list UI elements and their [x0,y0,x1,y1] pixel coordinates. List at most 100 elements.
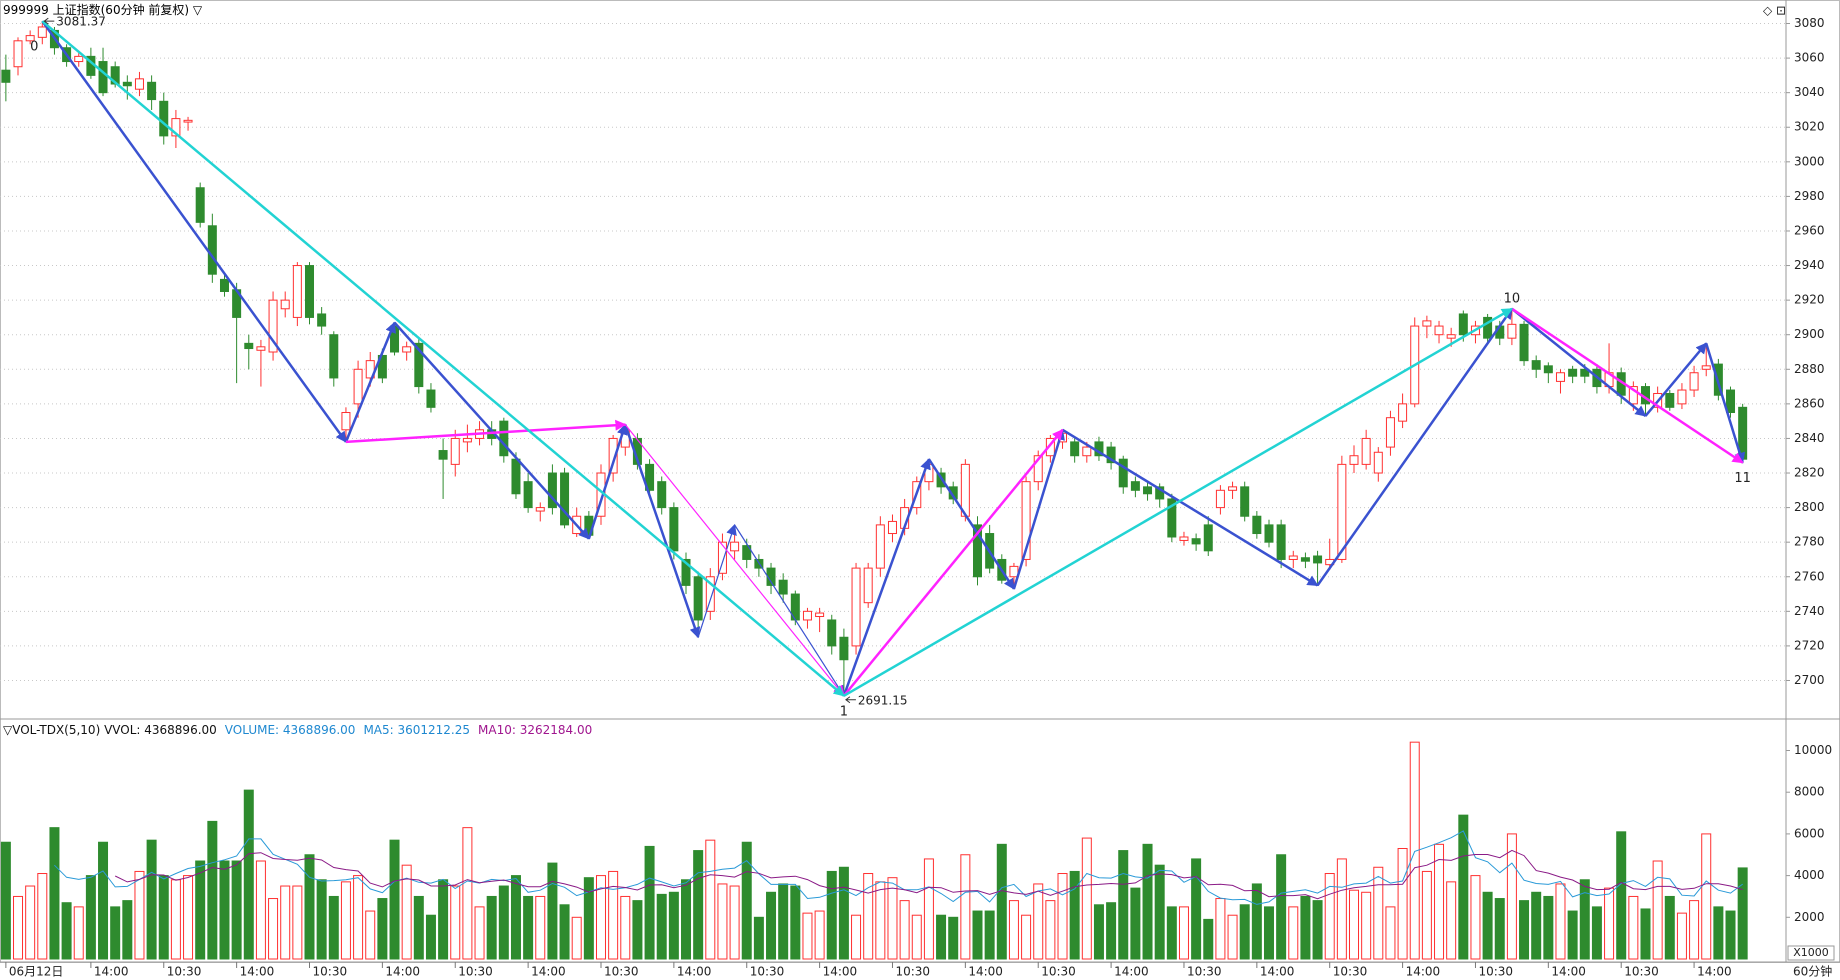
candle-body [341,412,351,431]
pivot-label: 11 [1734,471,1751,486]
volume-bar [693,850,704,960]
volume-bar [1531,891,1542,960]
toolbar-icons[interactable]: ◇ ⊡ [1763,4,1786,18]
volume-bar [316,879,327,960]
candle-body [1555,372,1565,382]
pivot-value: 3081.37 [56,15,106,29]
wave-line [345,419,627,444]
y-tick-label: 2800 [1794,500,1825,514]
volume-bar [1118,850,1129,960]
candle-body [268,299,278,353]
y-tick-label: 2720 [1794,638,1825,652]
volume-bar [778,883,789,960]
volume-bar [1300,895,1311,960]
pivot-pointer [845,696,856,704]
volume-bar [365,910,376,960]
volume-bar [1142,843,1153,960]
candle-body [1215,489,1225,509]
volume-bar [37,873,48,960]
volume-bar [838,866,849,960]
volume-bar [1008,900,1019,960]
wave-line [927,458,1015,590]
candle-body [1130,481,1140,491]
volume-bar [571,916,582,960]
volume-bar [583,877,594,960]
candle-body [1252,515,1262,535]
candle-body [705,576,715,612]
x-tick-label: 06月12日 [9,965,64,979]
volume-bar [1227,914,1238,960]
volume-bar [1640,908,1651,960]
volume-bar [996,843,1007,960]
volume-bar [377,898,388,960]
candle-body [1300,557,1310,562]
volume-bar [1555,883,1566,960]
volume-bar [1470,875,1481,960]
wave-line [1511,307,1647,417]
candle-body [414,342,424,388]
y-tick-label: 3060 [1794,51,1825,65]
volume-bar [632,900,643,960]
candle-body [1677,389,1687,405]
volume-bar [73,906,84,960]
volume-bar [474,906,485,960]
candle-body [1203,524,1213,552]
volume-bar [960,854,971,960]
volume-bar [1494,898,1505,960]
volume-bar [1324,873,1335,960]
wave-line [842,428,1064,697]
legend-entry: MA10: 3262184.00 [478,723,593,737]
wave-line [624,424,845,697]
candle-body [778,579,788,595]
wave-line [697,523,737,638]
volume-bar [668,891,679,960]
candle-body [1701,365,1711,370]
volume-bar [280,885,291,960]
volume-bar [1191,858,1202,960]
x-tick-label: 14:00 [240,965,275,979]
candle-body [1726,389,1736,414]
volume-bar [1446,881,1457,960]
candle-body [353,368,363,405]
volume-bar [110,906,121,960]
volume-bar [1676,912,1687,960]
volume-bar [948,916,959,960]
volume-bar [389,839,400,960]
volume-bar [656,893,667,960]
volume-bar [1543,895,1554,960]
volume-bar [826,870,837,960]
candle-body [1179,536,1189,541]
candle-body [1228,486,1238,491]
volume-bar [753,916,764,960]
volume-bar [170,879,181,960]
y-tick-label: 2880 [1794,362,1825,376]
volume-bar [243,789,254,960]
volume-bar [1701,833,1712,960]
candle-body [450,437,460,465]
volume-bar [1154,864,1165,960]
candle-body [839,636,849,661]
x-tick-label: 10:30 [313,965,348,979]
wave-line [393,321,590,540]
candle-body [560,472,570,526]
period-label: 60分钟 [1793,964,1832,979]
y-tick-label: 3040 [1794,85,1825,99]
y-tick-label: 2000 [1794,910,1825,924]
x-tick-label: 14:00 [385,965,420,979]
candle-body [25,35,35,42]
y-tick-label: 2740 [1794,604,1825,618]
candle-body [973,524,982,578]
candle-body [183,119,193,123]
candle-body [802,610,812,621]
wave-line [624,424,701,639]
pivot-pointer [43,17,55,25]
candle-body [657,481,667,509]
volume-bar [340,881,351,960]
volume-bar [292,885,303,960]
candle-body [1009,565,1019,578]
candle-body [305,265,315,318]
candle-body [1118,458,1128,488]
candle-body [523,481,533,509]
volume-bar [1664,895,1675,960]
volume-bar [510,875,521,960]
